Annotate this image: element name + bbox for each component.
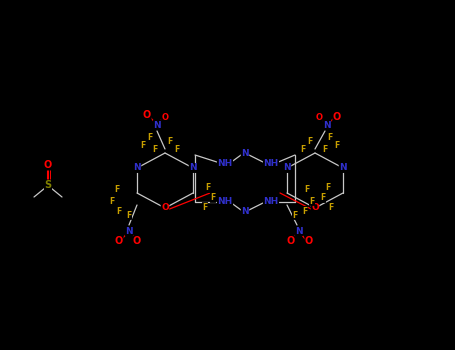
Text: F: F — [293, 210, 298, 219]
Text: N: N — [283, 163, 291, 173]
Text: N: N — [323, 120, 331, 130]
Text: O: O — [315, 112, 323, 121]
Text: O: O — [161, 203, 169, 212]
Text: F: F — [210, 194, 216, 203]
Text: O: O — [311, 203, 319, 212]
Text: F: F — [300, 146, 306, 154]
Text: F: F — [325, 183, 331, 192]
Text: NH: NH — [263, 159, 278, 168]
Text: N: N — [189, 163, 197, 173]
Text: F: F — [328, 133, 333, 141]
Text: F: F — [147, 133, 152, 141]
Text: F: F — [334, 140, 339, 149]
Text: N: N — [153, 120, 161, 130]
Text: S: S — [45, 180, 51, 190]
Text: F: F — [109, 196, 115, 205]
Text: O: O — [287, 236, 295, 246]
Text: F: F — [320, 194, 326, 203]
Text: F: F — [126, 210, 131, 219]
Text: O: O — [143, 110, 151, 120]
Text: F: F — [303, 206, 308, 216]
Text: F: F — [329, 203, 334, 211]
Text: N: N — [241, 208, 249, 217]
Text: F: F — [174, 146, 180, 154]
Text: F: F — [323, 145, 328, 154]
Text: F: F — [116, 206, 121, 216]
Text: NH: NH — [217, 197, 233, 206]
Text: O: O — [133, 236, 141, 246]
Text: N: N — [241, 148, 249, 158]
Text: F: F — [114, 186, 120, 195]
Text: O: O — [333, 112, 341, 122]
Text: N: N — [339, 163, 347, 173]
Text: O: O — [162, 112, 168, 121]
Text: N: N — [125, 226, 133, 236]
Text: N: N — [295, 226, 303, 236]
Text: O: O — [115, 236, 123, 246]
Text: F: F — [141, 140, 146, 149]
Text: F: F — [202, 203, 207, 211]
Text: NH: NH — [217, 159, 233, 168]
Text: O: O — [305, 236, 313, 246]
Text: F: F — [308, 136, 313, 146]
Text: O: O — [44, 160, 52, 170]
Text: F: F — [205, 183, 211, 192]
Text: F: F — [304, 186, 309, 195]
Text: F: F — [309, 196, 314, 205]
Text: F: F — [167, 136, 172, 146]
Text: NH: NH — [263, 197, 278, 206]
Text: F: F — [152, 145, 157, 154]
Text: N: N — [133, 163, 141, 173]
